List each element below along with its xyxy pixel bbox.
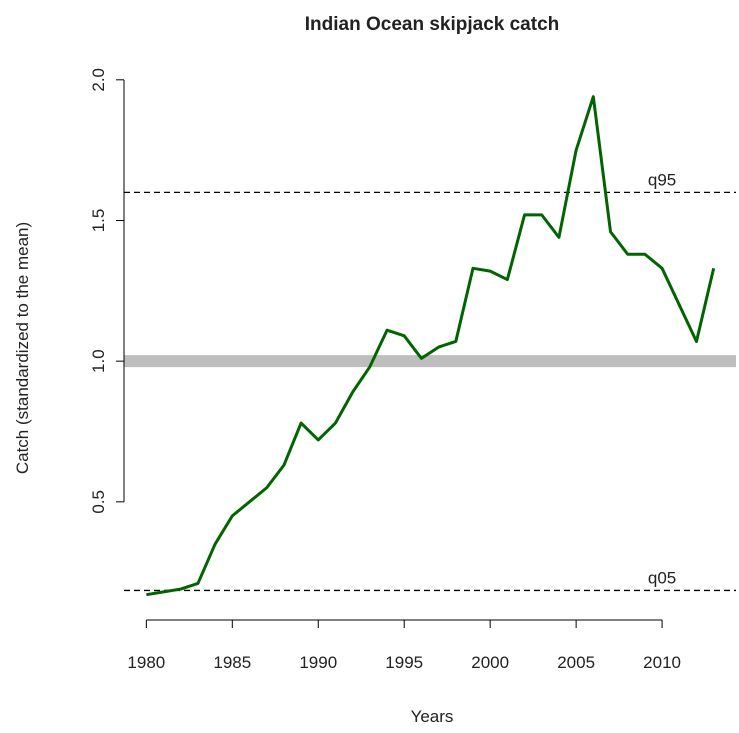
x-tick-label: 2000 [471,653,509,672]
chart-title: Indian Ocean skipjack catch [305,14,560,35]
x-axis-label: Years [411,707,454,726]
x-tick-label: 2005 [557,653,595,672]
y-tick-label: 1.5 [89,209,108,233]
y-tick-label: 2.0 [89,68,108,92]
x-tick-label: 1995 [385,653,423,672]
x-tick-label: 1980 [127,653,165,672]
y-tick-label: 1.0 [89,349,108,373]
reference-label: q05 [648,568,676,587]
reference-label: q95 [648,170,676,189]
x-tick-label: 2010 [643,653,681,672]
y-axis-label: Catch (standardized to the mean) [13,222,32,474]
x-tick-label: 1985 [213,653,251,672]
x-tick-label: 1990 [299,653,337,672]
y-tick-label: 0.5 [89,490,108,514]
data-line [146,95,716,597]
